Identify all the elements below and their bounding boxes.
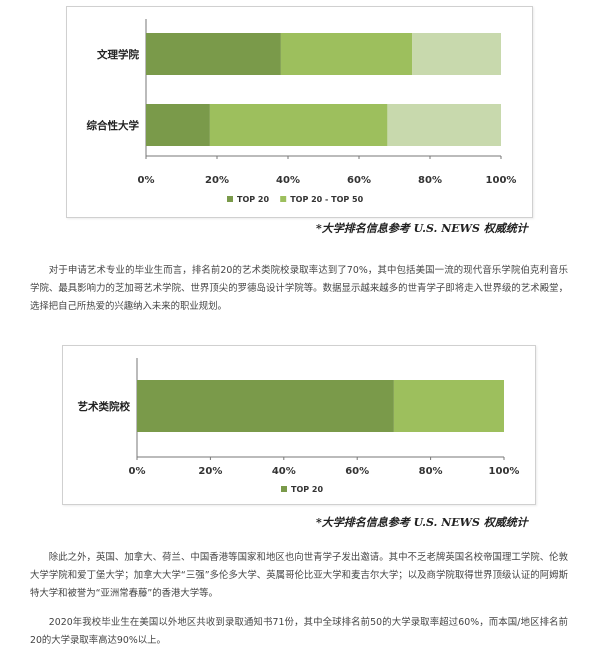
- legend-label: TOP 20 - TOP 50: [290, 195, 363, 204]
- x-tick-label: 0%: [129, 466, 146, 477]
- paragraph-3: 2020年我校毕业生在美国以外地区共收到录取通知书71份，其中全球排名前50的大…: [30, 617, 568, 646]
- x-tick-label: 80%: [418, 175, 442, 186]
- paragraph-1: 对于申请艺术专业的毕业生而言，排名前20的艺术类院校录取率达到了70%，其中包括…: [30, 265, 568, 312]
- x-tick-label: 0%: [138, 175, 155, 186]
- x-tick-label: 60%: [345, 466, 369, 477]
- x-tick-label: 20%: [205, 175, 229, 186]
- x-tick-label: 40%: [272, 466, 296, 477]
- bar-segment: [393, 380, 504, 432]
- x-tick-label: 100%: [486, 175, 517, 186]
- category-label: 文理学院: [96, 48, 139, 61]
- x-tick-label: 60%: [347, 175, 371, 186]
- category-label: 艺术类院校: [78, 400, 131, 413]
- chart-1-caption: *大学排名信息参考 U.S. NEWS 权威统计: [316, 222, 528, 235]
- x-tick-label: 100%: [489, 466, 520, 477]
- legend-swatch: [280, 196, 287, 202]
- bar-segment: [146, 33, 281, 75]
- x-tick-label: 20%: [198, 466, 222, 477]
- paragraph-2: 除此之外，英国、加拿大、荷兰、中国香港等国家和地区也向世青学子发出邀请。其中不乏…: [30, 552, 568, 599]
- legend-label: TOP 20: [291, 485, 323, 494]
- x-tick-label: 40%: [276, 175, 300, 186]
- bar-segment: [412, 33, 501, 75]
- legend-swatch: [281, 486, 287, 492]
- bar-segment: [387, 104, 501, 146]
- bar-segment: [146, 104, 210, 146]
- bar-segment: [137, 380, 394, 432]
- chart-2-svg: 艺术类院校 0% 20% 40% 60% 80% 100% TOP 20: [78, 358, 520, 494]
- legend-swatch: [227, 196, 233, 202]
- category-label: 综合性大学: [87, 119, 140, 132]
- legend-label: TOP 20: [237, 195, 269, 204]
- bar-segment: [280, 33, 413, 75]
- x-tick-label: 80%: [419, 466, 443, 477]
- chart-2-box: 艺术类院校 0% 20% 40% 60% 80% 100% TOP 20: [62, 345, 536, 505]
- bar-segment: [209, 104, 388, 146]
- chart-2-caption: *大学排名信息参考 U.S. NEWS 权威统计: [316, 516, 528, 529]
- chart-1-box: 文理学院综合性大学 0% 20% 40% 60% 80% 100% TOP 20 TOP 20 …: [66, 6, 533, 218]
